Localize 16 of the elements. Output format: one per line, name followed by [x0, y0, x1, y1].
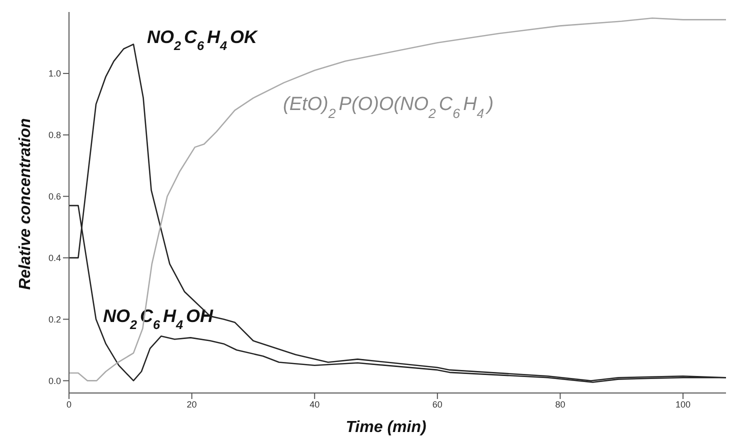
y-tick-label: 0.6	[48, 192, 61, 202]
x-axis-title: Time (min)	[346, 419, 426, 436]
x-tick-label: 0	[66, 399, 72, 410]
y-tick-label: 0.2	[48, 314, 61, 324]
x-tick-label: 80	[555, 399, 566, 410]
y-axis-title: Relative concentration	[17, 118, 34, 290]
x-tick-label: 60	[432, 399, 442, 410]
x-tick-label: 40	[310, 399, 320, 410]
x-tick-label: 100	[676, 399, 691, 410]
y-tick-label: 0.0	[48, 376, 61, 386]
text: (EtO)$_{2}$P(O)O(NO$_{2}$C$_{6}$H$_{4}$)	[283, 94, 494, 120]
y-tick-label: 0.4	[48, 253, 61, 263]
x-tick-label: 20	[186, 399, 197, 410]
y-tick-label: 0.8	[48, 130, 61, 140]
y-tick-label: 1.0	[48, 68, 61, 79]
series-label: NO$_{2}$C$_{6}$H$_{4}$OK	[147, 27, 260, 53]
